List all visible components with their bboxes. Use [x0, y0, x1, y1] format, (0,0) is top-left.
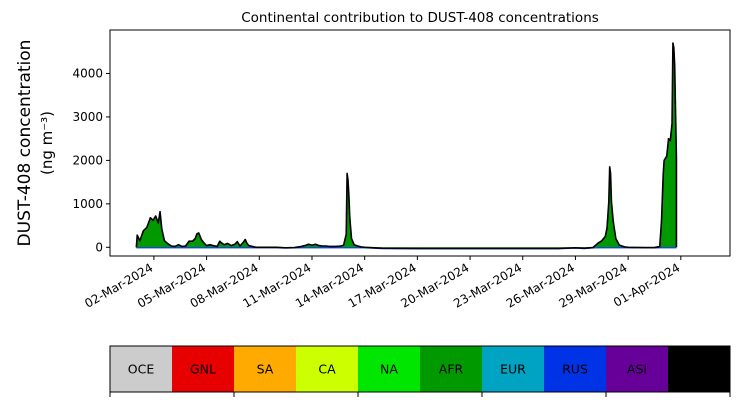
y-axis-label: DUST-408 concentration (ng m⁻³) — [15, 40, 56, 247]
colorbar-label-afr: AFR — [439, 362, 464, 377]
colorbar-label-aus: AUS — [686, 362, 712, 377]
colorbar-label-asi: ASI — [627, 362, 647, 377]
colorbar-swatch-aus — [668, 346, 731, 392]
colorbar-swatch-oce — [110, 346, 173, 392]
colorbar-label-rus: RUS — [562, 362, 588, 377]
colorbar-swatch-rus — [544, 346, 607, 392]
y-axis-label-line2: (ng m⁻³) — [38, 111, 56, 175]
colorbar-label-eur: EUR — [500, 362, 526, 377]
colorbar-swatch-eur — [482, 346, 545, 392]
y-tick-label: 2000 — [72, 153, 103, 167]
total-line — [135, 42, 678, 250]
colorbar-label-na: NA — [380, 362, 398, 377]
colorbar-swatch-sa — [234, 346, 297, 392]
colorbar-swatch-asi — [606, 346, 669, 392]
colorbar-frame — [109, 345, 731, 393]
colorbar: OCE GNL SA CA NA AFR EUR RUS ASI AUS — [109, 345, 731, 397]
colorbar-swatch-ca — [296, 346, 359, 392]
y-tick-label: 1000 — [72, 197, 103, 211]
colorbar-swatch-na — [358, 346, 421, 392]
colorbar-label-sa: SA — [257, 362, 274, 377]
axes-frame — [109, 29, 731, 257]
y-tick-label: 0 — [95, 240, 103, 254]
y-tick-label: 4000 — [72, 66, 103, 80]
y-axis-label-line1: DUST-408 concentration — [15, 40, 35, 247]
plot-area: 0100020003000400002-Mar-202405-Mar-20240… — [72, 29, 731, 311]
plot-background — [110, 30, 730, 256]
colorbar-swatch-afr — [420, 346, 483, 392]
colorbar-label-gnl: GNL — [190, 362, 216, 377]
colorbar-label-oce: OCE — [128, 362, 155, 377]
colorbar-swatch-gnl — [172, 346, 235, 392]
y-tick-label: 3000 — [72, 110, 103, 124]
chart-title: Continental contribution to DUST-408 con… — [241, 10, 599, 26]
baseline-line — [136, 247, 677, 250]
colorbar-label-ca: CA — [318, 362, 336, 377]
